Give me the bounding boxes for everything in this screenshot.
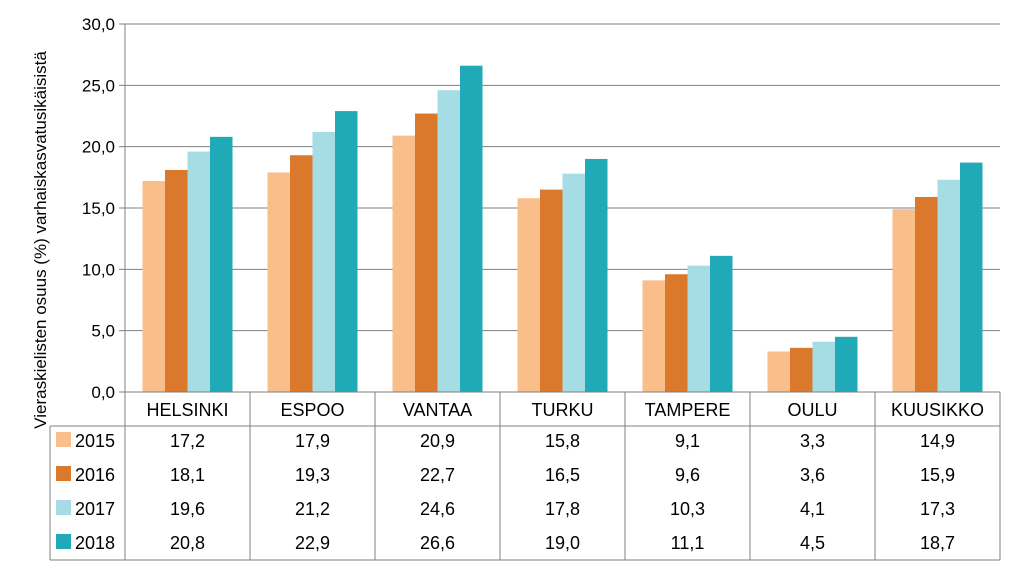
data-label: 14,9	[920, 431, 955, 451]
bar-2016-oulu	[790, 347, 813, 392]
bar-2016-kuusikko	[915, 196, 938, 392]
legend-key-2015	[56, 432, 71, 447]
data-label: 22,7	[420, 465, 455, 485]
category-label: ESPOO	[280, 400, 344, 420]
data-label: 26,6	[420, 533, 455, 553]
data-label: 20,9	[420, 431, 455, 451]
bar-2018-espoo	[335, 111, 358, 393]
legend-key-2018	[56, 534, 71, 549]
category-label: HELSINKI	[146, 400, 228, 420]
bar-2016-vantaa	[415, 113, 438, 393]
y-tick-label: 5,0	[91, 322, 115, 341]
bar-2018-turku	[585, 158, 608, 392]
data-label: 19,3	[295, 465, 330, 485]
bar-2015-helsinki	[142, 181, 165, 392]
y-tick-label: 20,0	[82, 138, 115, 157]
bar-2016-tampere	[665, 274, 688, 392]
bar-2015-turku	[517, 198, 540, 392]
bar-2017-espoo	[312, 131, 335, 393]
data-label: 20,8	[170, 533, 205, 553]
data-label: 18,1	[170, 465, 205, 485]
data-label: 17,8	[545, 499, 580, 519]
category-label: TURKU	[532, 400, 594, 420]
data-label: 21,2	[295, 499, 330, 519]
bar-2018-oulu	[835, 336, 858, 392]
data-label: 17,3	[920, 499, 955, 519]
bar-2017-kuusikko	[937, 179, 960, 392]
bar-2016-espoo	[290, 155, 313, 392]
legend-label: 2015	[75, 431, 115, 451]
data-label: 17,9	[295, 431, 330, 451]
legend-label: 2017	[75, 499, 115, 519]
data-label: 16,5	[545, 465, 580, 485]
legend-label: 2018	[75, 533, 115, 553]
bar-2016-turku	[540, 189, 563, 392]
bar-2017-oulu	[812, 341, 835, 392]
data-label: 15,8	[545, 431, 580, 451]
bar-2015-tampere	[642, 280, 665, 392]
y-tick-label: 25,0	[82, 76, 115, 95]
data-label: 4,5	[800, 533, 825, 553]
data-label: 9,6	[675, 465, 700, 485]
data-label: 22,9	[295, 533, 330, 553]
category-label: TAMPERE	[645, 400, 731, 420]
data-label: 24,6	[420, 499, 455, 519]
legend-key-2016	[56, 466, 71, 481]
category-label: OULU	[787, 400, 837, 420]
data-label: 17,2	[170, 431, 205, 451]
data-label: 11,1	[671, 533, 705, 553]
data-label: 15,9	[920, 465, 955, 485]
data-label: 4,1	[800, 499, 825, 519]
bar-2017-vantaa	[437, 90, 460, 393]
bars	[142, 65, 983, 393]
data-label: 10,3	[670, 499, 705, 519]
y-tick-label: 30,0	[82, 15, 115, 34]
bar-2018-kuusikko	[960, 162, 983, 392]
bar-2017-helsinki	[187, 151, 210, 392]
legend-label: 2016	[75, 465, 115, 485]
bar-2015-espoo	[267, 172, 290, 392]
category-label: VANTAA	[403, 400, 472, 420]
data-label: 19,0	[545, 533, 580, 553]
data-label: 3,6	[800, 465, 825, 485]
bar-2018-helsinki	[210, 136, 233, 392]
y-tick-label: 0,0	[91, 383, 115, 402]
data-label: 18,7	[920, 533, 955, 553]
bar-2015-vantaa	[392, 135, 415, 393]
bar-2017-tampere	[687, 265, 710, 392]
bar-2017-turku	[562, 173, 585, 392]
data-label: 19,6	[170, 499, 205, 519]
y-axis-label: Vieraskielisten osuus (%) varhaiskasvatu…	[31, 51, 50, 429]
legend-key-2017	[56, 500, 71, 515]
y-tick-label: 15,0	[82, 199, 115, 218]
data-label: 3,3	[800, 431, 825, 451]
y-tick-label: 10,0	[82, 260, 115, 279]
category-label: KUUSIKKO	[891, 400, 984, 420]
data-table: HELSINKI ESPOO VANTAA TURKU TAMPERE OULU KUUSI…	[49, 391, 1001, 561]
bar-2018-vantaa	[460, 65, 483, 392]
bar-2016-helsinki	[165, 169, 188, 392]
bar-2015-oulu	[767, 351, 790, 392]
bar-2015-kuusikko	[892, 209, 915, 392]
y-axis-ticks: 0,0 5,0 10,0 15,0 20,0 25,0 30,0	[82, 15, 115, 402]
bar-2018-tampere	[710, 255, 733, 392]
data-label: 9,1	[675, 431, 700, 451]
